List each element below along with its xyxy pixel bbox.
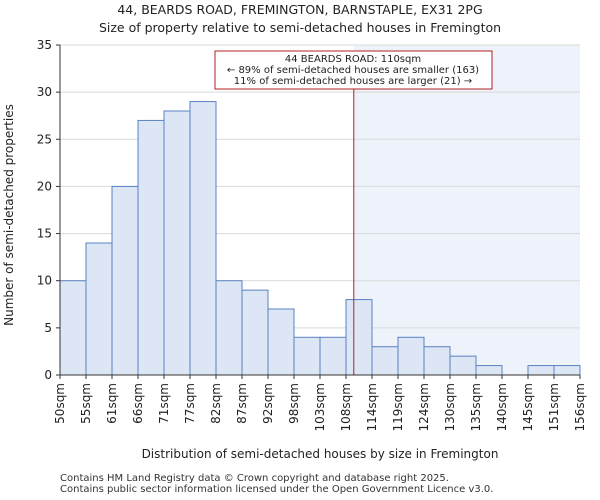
x-tick-label: 77sqm: [183, 383, 197, 424]
annotation-line-2: ← 89% of semi-detached houses are smalle…: [227, 65, 479, 76]
x-tick-label: 92sqm: [261, 383, 275, 424]
x-axis-label: Distribution of semi-detached houses by …: [142, 447, 499, 461]
y-tick-label: 10: [37, 274, 52, 288]
histogram-bar: [423, 346, 451, 376]
histogram-bar: [85, 242, 113, 376]
y-tick-label: 5: [44, 321, 52, 335]
histogram-bar: [371, 346, 399, 376]
x-tick-label: 98sqm: [287, 383, 301, 424]
x-tick-label: 145sqm: [521, 383, 535, 431]
x-tick-label: 156sqm: [573, 383, 587, 431]
x-tick-label: 140sqm: [495, 383, 509, 431]
x-tick-label: 108sqm: [339, 383, 353, 431]
histogram-bar: [189, 101, 217, 376]
histogram-bar: [319, 336, 347, 376]
y-tick-label: 15: [37, 227, 52, 241]
larger-region-highlight: [353, 45, 580, 375]
annotation-line-3: 11% of semi-detached houses are larger (…: [234, 76, 472, 87]
footer-licence: Contains public sector information licen…: [60, 484, 494, 495]
histogram-bar: [111, 185, 139, 376]
histogram-bar: [241, 289, 269, 376]
y-tick-label: 25: [37, 132, 52, 146]
annotation-line-1: 44 BEARDS ROAD: 110sqm: [285, 54, 421, 65]
x-tick-label: 114sqm: [365, 383, 379, 431]
x-tick-label: 151sqm: [547, 383, 561, 431]
histogram-bar: [59, 280, 87, 376]
x-tick-label: 71sqm: [157, 383, 171, 424]
x-tick-label: 124sqm: [417, 383, 431, 431]
y-tick-label: 35: [37, 38, 52, 52]
y-axis-label: Number of semi-detached properties: [2, 104, 16, 326]
x-tick-label: 82sqm: [209, 383, 223, 424]
x-tick-label: 103sqm: [313, 383, 327, 431]
histogram-bar: [397, 336, 425, 376]
y-tick-label: 30: [37, 85, 52, 99]
annotation-frame: [214, 50, 493, 90]
y-tick-label: 0: [44, 368, 52, 382]
x-tick-label: 130sqm: [443, 383, 457, 431]
histogram-bar: [137, 119, 165, 376]
histogram-bar: [475, 365, 503, 376]
x-tick-label: 119sqm: [391, 383, 405, 431]
histogram-bar: [293, 336, 321, 376]
histogram-bar: [215, 280, 243, 376]
histogram-bar: [553, 365, 581, 376]
y-tick-label: 20: [37, 179, 52, 193]
x-tick-label: 66sqm: [131, 383, 145, 424]
chart-title: 44, BEARDS ROAD, FREMINGTON, BARNSTAPLE,…: [117, 2, 482, 17]
histogram-bar: [267, 308, 295, 376]
x-tick-label: 55sqm: [79, 383, 93, 424]
x-tick-label: 135sqm: [469, 383, 483, 431]
x-tick-label: 61sqm: [105, 383, 119, 424]
histogram-bar: [449, 355, 477, 376]
histogram-chart: 44, BEARDS ROAD, FREMINGTON, BARNSTAPLE,…: [2, 2, 587, 461]
chart-subtitle: Size of property relative to semi-detach…: [99, 20, 501, 35]
footer-copyright: Contains HM Land Registry data © Crown c…: [60, 473, 449, 484]
x-tick-label: 50sqm: [53, 383, 67, 424]
histogram-bar: [163, 110, 191, 376]
histogram-bar: [345, 299, 373, 376]
histogram-bar: [527, 365, 555, 376]
x-tick-label: 87sqm: [235, 383, 249, 424]
property-annotation: 44 BEARDS ROAD: 110sqm ← 89% of semi-det…: [214, 50, 493, 90]
